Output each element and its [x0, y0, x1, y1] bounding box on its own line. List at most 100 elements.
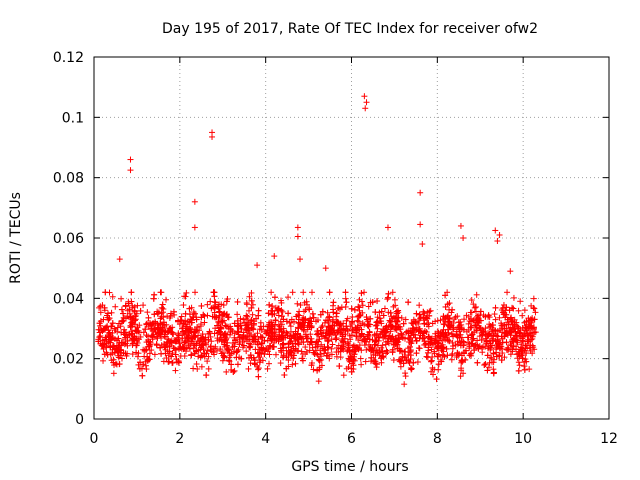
data-point — [149, 334, 156, 341]
data-points — [95, 93, 539, 388]
data-point — [142, 362, 149, 369]
data-point — [129, 321, 136, 328]
data-point — [450, 324, 457, 331]
data-point — [309, 344, 316, 351]
data-point — [374, 298, 381, 305]
data-point — [170, 308, 177, 315]
data-point — [333, 335, 340, 342]
data-point — [265, 310, 272, 317]
data-point — [298, 348, 305, 355]
data-point — [181, 339, 188, 346]
data-point — [234, 348, 241, 355]
data-point — [214, 322, 221, 329]
data-point — [393, 313, 400, 320]
grid — [94, 57, 609, 419]
data-point — [318, 362, 325, 369]
data-point — [502, 314, 509, 321]
data-point — [250, 321, 257, 328]
data-point — [227, 331, 234, 338]
data-point — [211, 345, 218, 352]
data-point — [143, 332, 150, 339]
data-point — [309, 310, 316, 317]
data-point — [448, 309, 455, 316]
data-point — [344, 338, 351, 345]
data-point — [289, 361, 296, 368]
data-point — [115, 320, 122, 327]
y-tick-label: 0 — [75, 412, 84, 428]
data-point — [100, 357, 107, 364]
data-point — [214, 335, 221, 342]
data-point — [387, 309, 394, 316]
data-point — [528, 336, 535, 343]
data-point — [194, 324, 201, 331]
data-point — [363, 338, 370, 345]
data-point — [458, 334, 465, 341]
data-point — [99, 343, 106, 350]
data-point — [300, 326, 307, 333]
data-point — [315, 331, 322, 338]
data-point — [206, 328, 213, 335]
data-point — [355, 318, 362, 325]
data-point — [366, 321, 373, 328]
data-point — [524, 330, 531, 337]
data-point — [523, 358, 530, 365]
data-point — [311, 350, 318, 357]
data-point — [345, 364, 352, 371]
data-point — [204, 358, 211, 365]
data-point — [373, 330, 380, 337]
data-point — [292, 360, 299, 367]
data-point — [95, 338, 102, 345]
data-point — [244, 327, 251, 334]
data-point — [131, 307, 138, 314]
data-point — [283, 318, 290, 325]
data-point — [323, 352, 330, 359]
data-point — [397, 363, 404, 370]
data-point — [245, 365, 252, 372]
data-point — [299, 357, 306, 364]
data-point — [490, 326, 497, 333]
data-point — [148, 347, 155, 354]
data-point — [344, 327, 351, 334]
data-point — [120, 314, 127, 321]
data-point — [485, 312, 492, 319]
data-point — [455, 324, 462, 331]
data-point — [118, 355, 125, 362]
data-point — [193, 347, 200, 354]
data-point — [407, 364, 414, 371]
data-point — [249, 336, 256, 343]
data-point — [530, 324, 537, 331]
data-point — [409, 329, 416, 336]
data-point — [134, 302, 141, 309]
data-point — [332, 336, 339, 343]
data-point — [280, 352, 287, 359]
data-point — [287, 349, 294, 356]
data-point — [243, 348, 250, 355]
data-point — [309, 359, 316, 366]
data-point — [515, 359, 522, 366]
data-point-outlier — [191, 224, 198, 231]
data-point — [354, 345, 361, 352]
data-point — [280, 316, 287, 323]
data-point — [468, 297, 475, 304]
data-point — [238, 325, 245, 332]
data-point — [402, 370, 409, 377]
data-point — [324, 309, 331, 316]
data-point — [355, 337, 362, 344]
data-point — [500, 311, 507, 318]
data-point — [97, 332, 104, 339]
data-point — [384, 338, 391, 345]
data-point — [503, 304, 510, 311]
data-point — [416, 302, 423, 309]
data-point — [372, 309, 379, 316]
data-point — [175, 317, 182, 324]
data-point — [236, 341, 243, 348]
data-point — [355, 346, 362, 353]
data-point — [158, 313, 165, 320]
data-point — [122, 350, 129, 357]
data-point — [493, 346, 500, 353]
data-point — [510, 305, 517, 312]
data-point-outlier — [417, 189, 424, 196]
data-point — [270, 343, 277, 350]
data-point — [358, 331, 365, 338]
data-point — [307, 315, 314, 322]
